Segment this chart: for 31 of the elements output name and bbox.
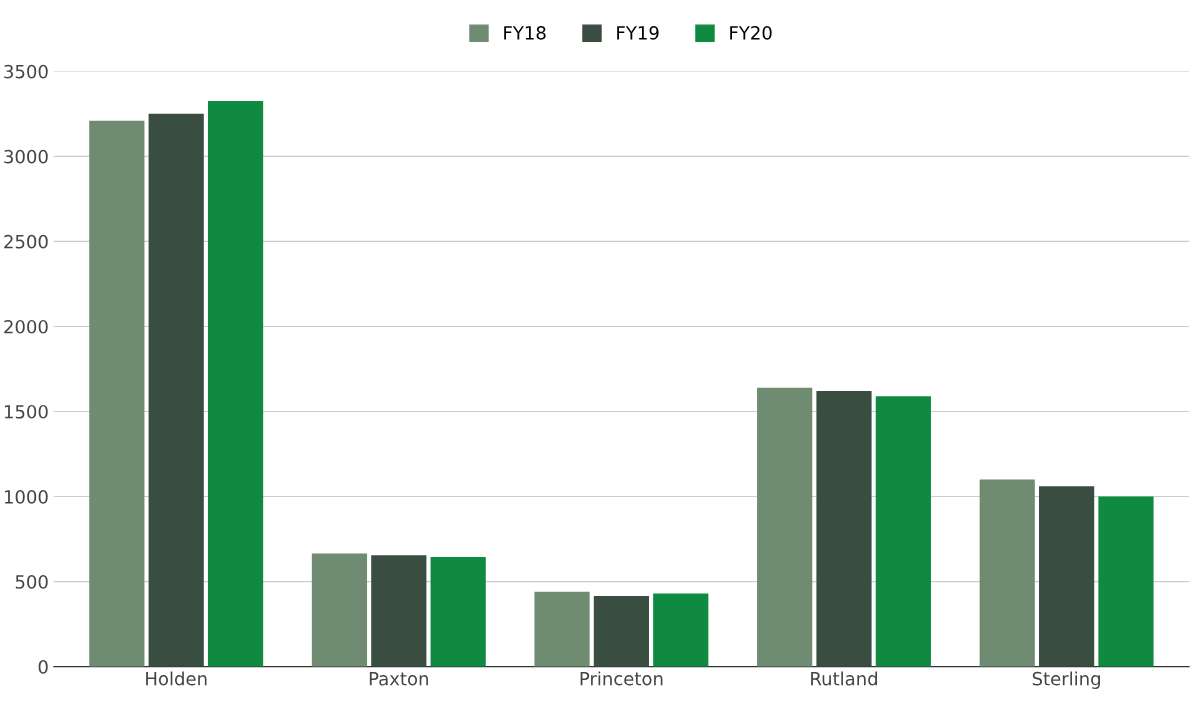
bar [311, 553, 368, 667]
y-tick-label: 3500 [4, 64, 48, 79]
y-tick-label: 1000 [4, 490, 48, 504]
bar [1038, 486, 1095, 667]
legend-label: FY18 [504, 25, 546, 40]
bar [207, 101, 264, 667]
bar [653, 593, 709, 667]
y-tick-label: 0 [38, 660, 48, 674]
bar [148, 113, 204, 667]
bar [430, 556, 486, 667]
bar [1098, 496, 1154, 667]
y-tick-label: 1500 [4, 404, 48, 419]
bar [371, 555, 427, 667]
legend-label: FY20 [730, 25, 772, 40]
bar [534, 591, 590, 667]
legend-label: FY19 [617, 25, 659, 40]
y-tick-label: 3000 [4, 149, 48, 164]
x-tick-label: Paxton [369, 672, 428, 686]
y-tick-label: 2000 [4, 319, 48, 334]
bar [89, 120, 145, 667]
bar [757, 387, 813, 667]
bar [875, 396, 931, 667]
bar [593, 596, 649, 667]
y-tick-label: 500 [15, 575, 48, 589]
x-tick-label: Princeton [580, 671, 663, 686]
x-tick-label: Holden [146, 671, 207, 686]
y-tick-label: 2500 [4, 234, 48, 249]
x-tick-label: Rutland [811, 671, 877, 686]
bar [816, 391, 872, 667]
x-tick-label: Sterling [1032, 671, 1100, 689]
bar [979, 479, 1035, 667]
